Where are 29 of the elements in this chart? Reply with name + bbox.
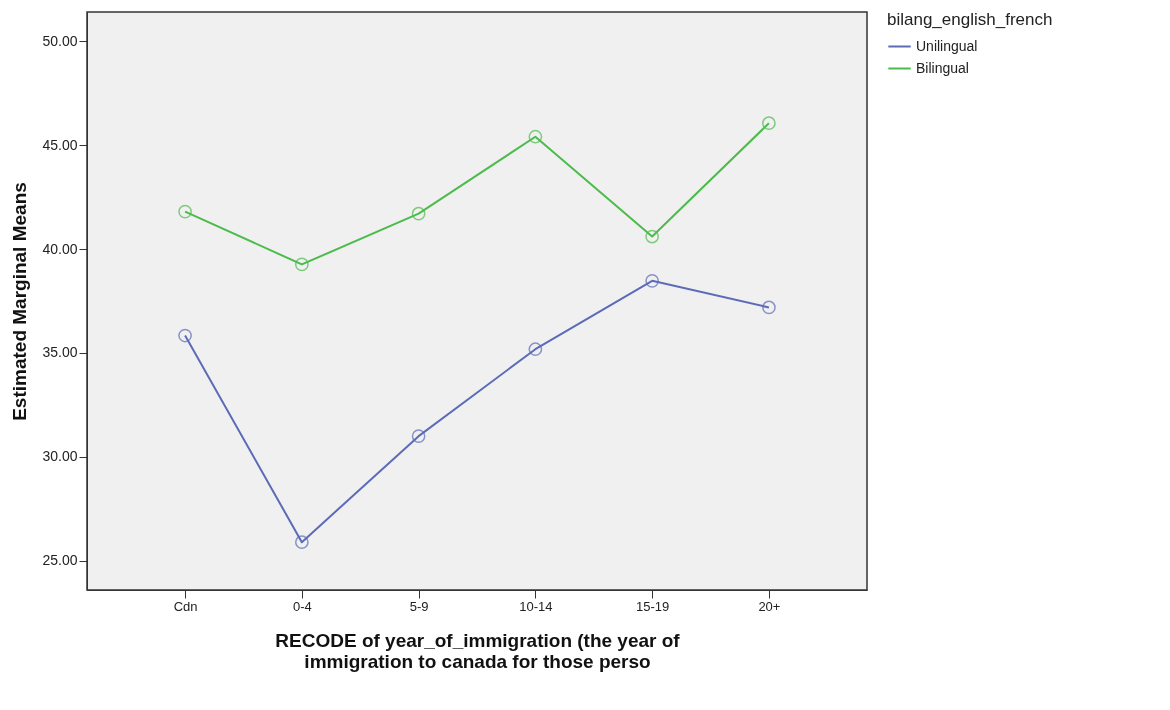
point bbox=[294, 257, 309, 272]
point bbox=[528, 342, 543, 357]
y-tick-label: 40.00 bbox=[42, 240, 78, 257]
x-tick-label: 10-14 bbox=[519, 598, 553, 614]
point bbox=[762, 116, 776, 131]
x-tick-label: 0-4 bbox=[292, 598, 312, 614]
point bbox=[411, 429, 426, 444]
point bbox=[178, 204, 192, 219]
x-tick-label: 15-19 bbox=[636, 598, 670, 614]
x-axis-title: RECODE of year_of_immigration (the year of immigration to canada for those perso bbox=[275, 629, 681, 672]
legend-title: bilang_english_french bbox=[887, 10, 1053, 29]
x-tick-label: 20+ bbox=[758, 598, 781, 614]
point bbox=[645, 229, 660, 244]
point bbox=[645, 273, 660, 288]
y-tick-label: 25.00 bbox=[42, 552, 78, 569]
point bbox=[762, 300, 776, 315]
x-tick-label: 5-9 bbox=[409, 598, 429, 614]
legend-label: Unilingual bbox=[916, 37, 978, 54]
y-tick-label: 45.00 bbox=[42, 136, 78, 153]
y-axis-title: Estimated Marginal Means bbox=[9, 182, 31, 421]
point bbox=[294, 535, 309, 550]
x-tick-label: Cdn bbox=[173, 598, 198, 614]
point bbox=[528, 129, 543, 144]
y-tick-label: 30.00 bbox=[42, 448, 78, 465]
y-tick-label: 50.00 bbox=[42, 32, 78, 49]
point bbox=[178, 328, 192, 343]
legend-label: Bilingual bbox=[916, 59, 969, 76]
y-tick-label: 35.00 bbox=[42, 344, 78, 361]
point bbox=[411, 206, 426, 221]
